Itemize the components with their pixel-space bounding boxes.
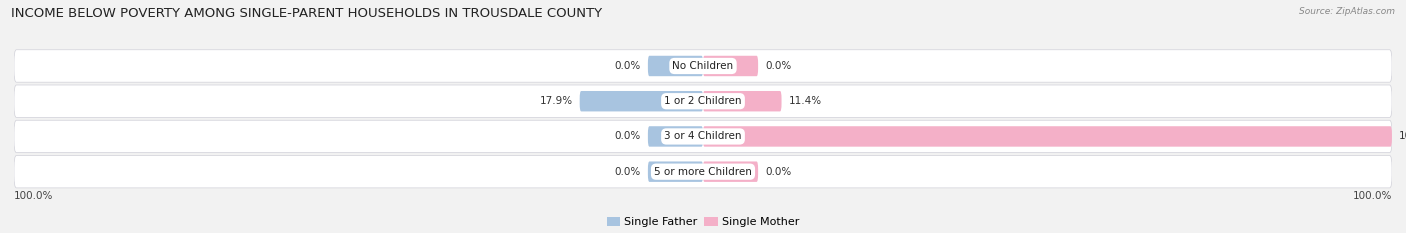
FancyBboxPatch shape: [648, 126, 703, 147]
Text: 0.0%: 0.0%: [765, 61, 792, 71]
FancyBboxPatch shape: [703, 126, 1392, 147]
FancyBboxPatch shape: [14, 120, 1392, 153]
Text: 100.0%: 100.0%: [1399, 131, 1406, 141]
Text: 1 or 2 Children: 1 or 2 Children: [664, 96, 742, 106]
Text: 3 or 4 Children: 3 or 4 Children: [664, 131, 742, 141]
Text: 0.0%: 0.0%: [614, 131, 641, 141]
Text: Source: ZipAtlas.com: Source: ZipAtlas.com: [1299, 7, 1395, 16]
FancyBboxPatch shape: [14, 155, 1392, 188]
FancyBboxPatch shape: [648, 56, 703, 76]
Text: 100.0%: 100.0%: [1353, 191, 1392, 201]
Text: 0.0%: 0.0%: [614, 61, 641, 71]
Text: 0.0%: 0.0%: [765, 167, 792, 177]
FancyBboxPatch shape: [703, 91, 782, 111]
Text: 100.0%: 100.0%: [14, 191, 53, 201]
FancyBboxPatch shape: [648, 161, 703, 182]
FancyBboxPatch shape: [579, 91, 703, 111]
Text: 17.9%: 17.9%: [540, 96, 572, 106]
Text: 11.4%: 11.4%: [789, 96, 821, 106]
FancyBboxPatch shape: [703, 56, 758, 76]
FancyBboxPatch shape: [703, 161, 758, 182]
Legend: Single Father, Single Mother: Single Father, Single Mother: [602, 212, 804, 232]
Text: INCOME BELOW POVERTY AMONG SINGLE-PARENT HOUSEHOLDS IN TROUSDALE COUNTY: INCOME BELOW POVERTY AMONG SINGLE-PARENT…: [11, 7, 602, 20]
Text: 0.0%: 0.0%: [614, 167, 641, 177]
FancyBboxPatch shape: [14, 85, 1392, 117]
Text: 5 or more Children: 5 or more Children: [654, 167, 752, 177]
Text: No Children: No Children: [672, 61, 734, 71]
FancyBboxPatch shape: [14, 50, 1392, 82]
